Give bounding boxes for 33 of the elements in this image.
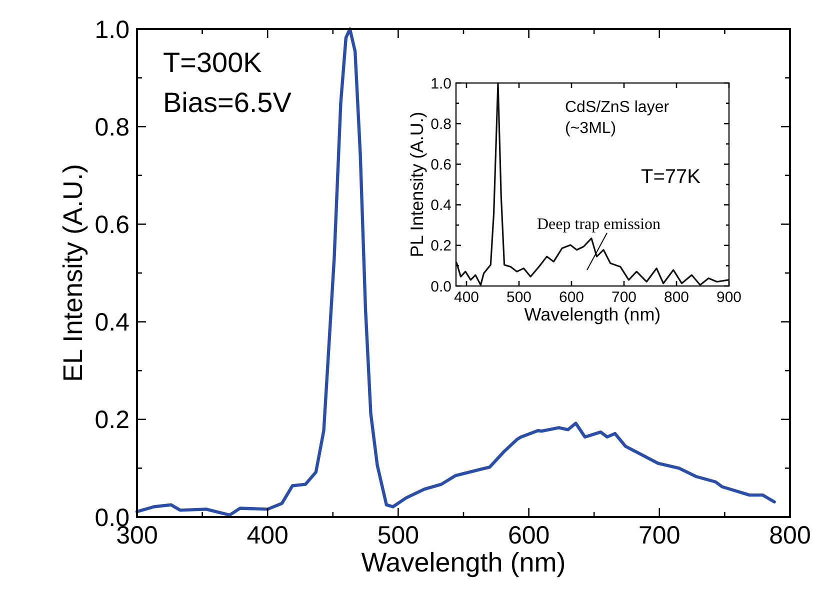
x-tick-label: 600 <box>558 288 584 306</box>
y-tick-label: 0.4 <box>94 308 130 337</box>
y-axis-title: PL Intensity (A.U.) <box>407 112 427 258</box>
y-tick-label: 0.2 <box>94 406 130 434</box>
y-tick-label: 0.0 <box>430 278 452 296</box>
annotation: T=300K <box>163 47 262 78</box>
x-tick-label: 400 <box>246 521 288 550</box>
annotation: T=77K <box>641 166 702 188</box>
annotation: Bias=6.5V <box>163 87 292 118</box>
y-tick-label: 0.2 <box>430 238 452 255</box>
x-tick-label: 600 <box>508 521 550 550</box>
x-tick-label: 500 <box>506 288 532 306</box>
x-tick-label: 800 <box>769 521 811 550</box>
y-tick-label: 1.0 <box>430 75 452 92</box>
y-tick-label: 1.0 <box>94 16 130 44</box>
annotation: CdS/ZnS layer (~3ML) <box>565 99 670 137</box>
x-tick-label: 900 <box>716 288 742 306</box>
line-series <box>135 27 776 517</box>
y-tick-label: 0.6 <box>94 210 130 239</box>
y-tick-label: 0.8 <box>430 116 452 133</box>
y-tick-label: 0.8 <box>94 113 130 142</box>
line-series <box>456 82 730 286</box>
x-tick-label: 400 <box>454 288 480 306</box>
y-tick-label: 0.6 <box>430 156 452 174</box>
x-tick-label: 700 <box>638 521 680 550</box>
x-tick-label: 800 <box>664 288 690 306</box>
x-tick-label: 700 <box>611 288 637 306</box>
x-tick-label: 500 <box>377 521 420 550</box>
x-axis-title: Wavelength (nm) <box>524 304 661 325</box>
y-tick-label: 0.4 <box>430 197 452 214</box>
annotation: Deep trap emission <box>537 216 661 233</box>
y-axis-title: EL Intensity (A.U.) <box>58 164 88 382</box>
x-axis-title: Wavelength (nm) <box>361 548 566 578</box>
